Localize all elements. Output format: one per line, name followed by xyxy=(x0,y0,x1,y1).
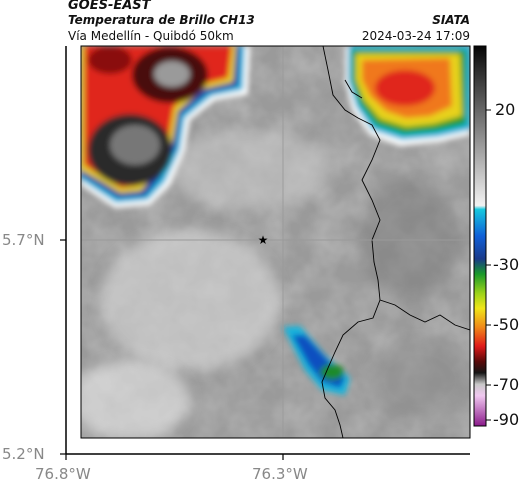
brightness-field: ★ xyxy=(81,46,470,438)
storm-cell-northeast xyxy=(345,46,470,146)
org-label: SIATA xyxy=(432,13,470,27)
lat-label-5.7: 5.7°N xyxy=(2,231,45,249)
colorbar-tick-label: -30 xyxy=(493,255,520,274)
coastline xyxy=(321,46,381,438)
colorbar-tick-label: -50 xyxy=(493,315,520,334)
map-frame xyxy=(80,45,471,439)
colorbar-tick-label: -70 xyxy=(493,375,520,394)
lon-label-76.8: 76.8°W xyxy=(35,465,91,483)
product-title: Temperatura de Brillo CH13 xyxy=(68,13,255,27)
timestamp-label: 2024-03-24 17:09 xyxy=(361,29,470,43)
storm-cell-south xyxy=(283,326,350,395)
lon-label-76.3: 76.3°W xyxy=(252,465,308,483)
colorbar xyxy=(473,45,491,427)
storm-cell-northwest xyxy=(81,46,250,208)
route-subtitle: Vía Medellín - Quibdó 50km xyxy=(68,29,234,43)
border-line xyxy=(379,299,470,331)
border-line xyxy=(344,79,363,99)
lat-label-5.2: 5.2°N xyxy=(2,445,45,463)
location-star-marker: ★ xyxy=(258,233,269,247)
satellite-title: GOES-EAST xyxy=(68,0,151,13)
colorbar-tick-label: -90 xyxy=(493,410,520,429)
colorbar-tick-label: 20 xyxy=(495,100,516,119)
